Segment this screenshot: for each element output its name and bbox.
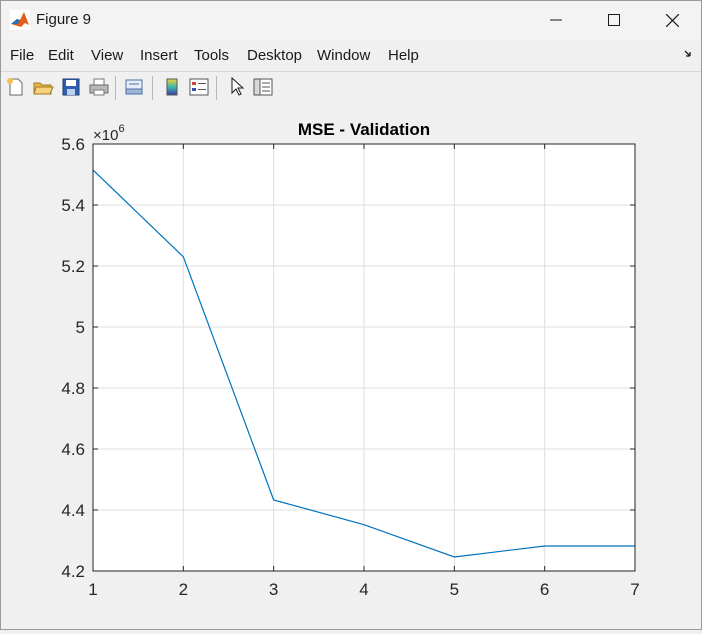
- minimize-icon: [550, 19, 562, 21]
- y-tick-label: 5.4: [61, 196, 85, 215]
- close-icon: [665, 13, 679, 27]
- mse-validation-line: [92, 169, 635, 558]
- menu-bar: File Edit View Insert Tools Desktop Wind…: [1, 41, 701, 69]
- toolbar-separator: [152, 76, 153, 100]
- save-icon[interactable]: [60, 76, 82, 98]
- menu-insert[interactable]: Insert: [140, 47, 178, 64]
- y-tick-label: 4.6: [61, 440, 85, 459]
- chart-title: MSE - Validation: [298, 120, 430, 139]
- y-exponent-base: ×10: [93, 127, 118, 144]
- title-bar[interactable]: Figure 9: [1, 1, 701, 39]
- menu-window[interactable]: Window: [317, 47, 371, 64]
- x-tick-label: 5: [450, 580, 459, 599]
- menu-tools[interactable]: Tools: [194, 47, 230, 64]
- plot-lines: [92, 169, 635, 558]
- print-icon[interactable]: [88, 76, 110, 98]
- open-file-icon[interactable]: [32, 76, 54, 98]
- toolbar-separator: [216, 76, 217, 100]
- menu-desktop[interactable]: Desktop: [247, 47, 303, 64]
- menu-help[interactable]: Help: [388, 47, 419, 64]
- edit-plot-arrow-icon[interactable]: [226, 76, 248, 98]
- matlab-logo-icon: [10, 10, 30, 30]
- axis-labels: 1 2 3 4 5 6 7 4.2 4.4 4.6 4.8 5 5.2 5.4 5.6: [61, 135, 639, 599]
- mse-validation-chart: 1 2 3 4 5 6 7 4.2 4.4 4.6 4.8 5 5.2 5.4 5.6 MSE - Vali…: [61, 120, 639, 599]
- close-button[interactable]: [643, 1, 701, 39]
- y-tick-label: 4.2: [61, 562, 85, 581]
- figure-canvas: 1 2 3 4 5 6 7 4.2 4.4 4.6 4.8 5 5.2 5.4 5.6 MSE - Vali…: [1, 104, 701, 629]
- y-tick-label: 5.2: [61, 257, 85, 276]
- menu-file[interactable]: File: [10, 47, 35, 64]
- window-title: Figure 9: [36, 11, 92, 28]
- new-figure-icon[interactable]: [5, 76, 27, 98]
- y-tick-label: 5: [76, 318, 85, 337]
- axes-box: [92, 143, 636, 572]
- property-inspector-icon[interactable]: [252, 76, 274, 98]
- y-tick-label: 5.6: [61, 135, 85, 154]
- maximize-icon: [608, 14, 620, 26]
- figure-toolbar: [1, 71, 701, 105]
- y-exponent-label: ×106: [93, 123, 125, 144]
- y-tick-label: 4.8: [61, 379, 85, 398]
- x-tick-label: 2: [179, 580, 188, 599]
- x-tick-label: 4: [359, 580, 368, 599]
- x-tick-label: 1: [88, 580, 97, 599]
- toolbar-separator: [115, 76, 116, 100]
- x-tick-label: 7: [630, 580, 639, 599]
- minimize-button[interactable]: [527, 1, 585, 39]
- link-plot-icon[interactable]: [123, 76, 145, 98]
- dock-arrow-icon[interactable]: [683, 48, 695, 60]
- menu-edit[interactable]: Edit: [48, 47, 74, 64]
- x-tick-label: 6: [540, 580, 549, 599]
- y-exponent-power: 6: [118, 123, 124, 135]
- menu-view[interactable]: View: [91, 47, 124, 64]
- maximize-button[interactable]: [585, 1, 643, 39]
- legend-icon[interactable]: [188, 76, 210, 98]
- colorbar-icon[interactable]: [161, 76, 183, 98]
- x-tick-label: 3: [269, 580, 278, 599]
- y-tick-label: 4.4: [61, 501, 85, 520]
